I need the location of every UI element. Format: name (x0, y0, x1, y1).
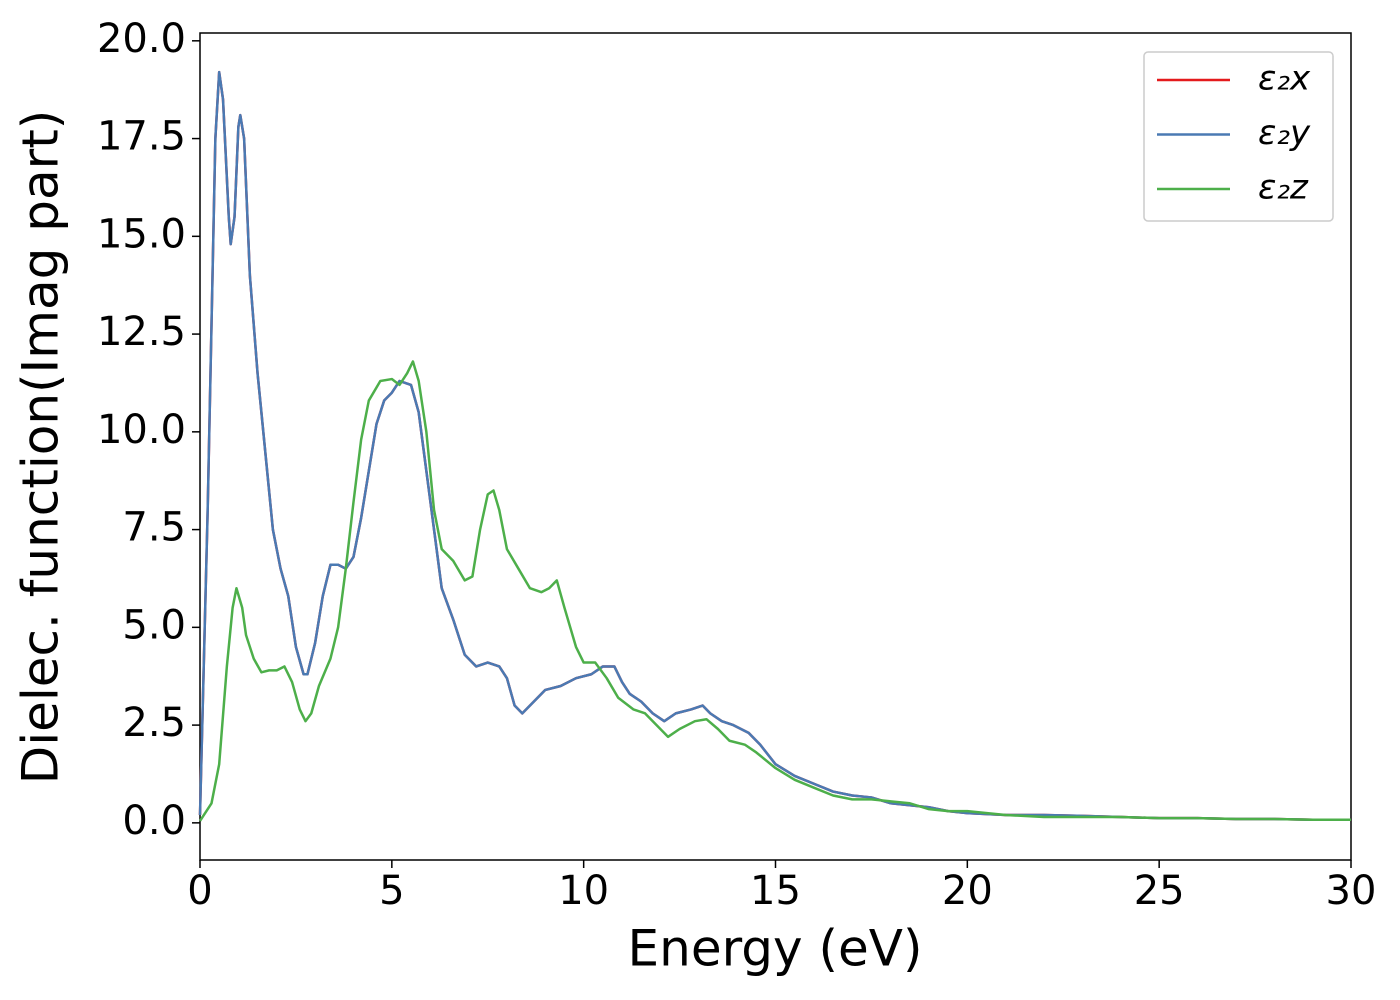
x-tick-label: 15 (750, 868, 801, 914)
y-tick-label: 20.0 (97, 16, 186, 62)
y-axis-label: Dielec. function(Imag part) (12, 110, 70, 785)
y-tick-label: 10.0 (97, 407, 186, 453)
y-tick-label: 5.0 (122, 602, 186, 648)
x-tick-label: 5 (379, 868, 404, 914)
legend-box (1143, 51, 1334, 222)
x-tick-label: 30 (1326, 868, 1377, 914)
series-line (198, 70, 1351, 821)
legend-label: ε₂y (1258, 113, 1311, 153)
x-tick-label: 0 (187, 868, 212, 914)
y-tick-label: 7.5 (122, 505, 186, 551)
y-tick-label: 15.0 (97, 211, 186, 257)
x-axis-label: Energy (eV) (628, 920, 923, 978)
legend-label: ε₂z (1258, 168, 1309, 208)
x-tick-label: 25 (1134, 868, 1185, 914)
y-tick-label: 17.5 (97, 114, 186, 160)
series-line (198, 360, 1351, 822)
x-tick-label: 20 (942, 868, 993, 914)
y-tick-label: 12.5 (97, 309, 186, 355)
y-tick-label: 2.5 (122, 700, 186, 746)
legend-label: ε₂x (1258, 59, 1311, 99)
y-tick-label: 0.0 (122, 798, 186, 844)
x-tick-label: 10 (558, 868, 609, 914)
